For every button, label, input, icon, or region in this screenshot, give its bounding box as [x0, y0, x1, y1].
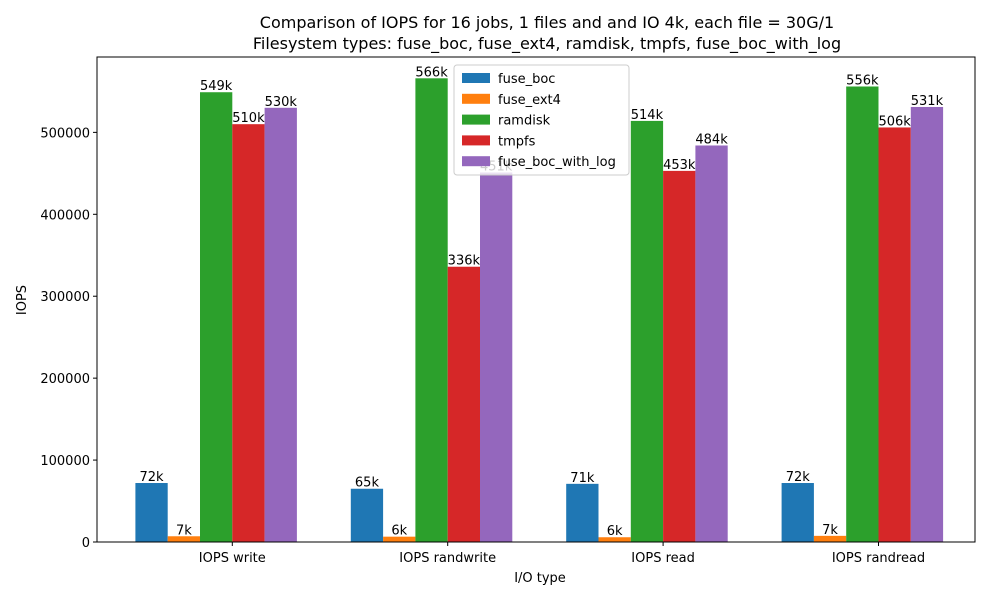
plot-area-frame: [96, 56, 976, 543]
data-label: 453k: [663, 158, 696, 173]
y-tick-label: 100000: [40, 454, 90, 469]
legend-label-fuse_ext4: fuse_ext4: [498, 93, 561, 108]
data-label: 566k: [415, 65, 448, 80]
data-label: 6k: [391, 524, 407, 539]
data-label: 72k: [786, 470, 811, 485]
bar-fuse_boc-2: [566, 483, 599, 542]
bar-tmpfs-0: [232, 124, 265, 543]
chart-title: Comparison of IOPS for 16 jobs, 1 files …: [260, 13, 834, 32]
legend-swatch-fuse_ext4: [462, 93, 490, 104]
bar-fuse_ext4-1: [383, 536, 416, 542]
x-axis-label: I/O type: [514, 571, 566, 586]
data-label: 71k: [570, 471, 595, 486]
data-label: 7k: [176, 523, 192, 538]
legend-box: [453, 64, 630, 176]
bar-tmpfs-2: [663, 170, 696, 542]
y-tick-label: 400000: [40, 208, 90, 223]
data-label: 484k: [695, 132, 728, 147]
bar-ramdisk-0: [200, 92, 233, 543]
y-tick-label: 200000: [40, 372, 90, 387]
bars-layer: [135, 78, 944, 543]
data-label: 510k: [232, 111, 265, 126]
data-label: 7k: [822, 523, 838, 538]
data-label: 531k: [911, 94, 944, 109]
legend-swatch-fuse_boc_with_log: [462, 156, 490, 167]
y-tick-layer: 0 100000 200000 300000 400000 500000: [40, 126, 97, 551]
data-label: 549k: [200, 79, 233, 94]
y-axis-label: IOPS: [15, 285, 30, 315]
x-tick-label: IOPS randwrite: [399, 551, 496, 566]
data-label: 556k: [846, 73, 879, 88]
data-label: 65k: [355, 476, 380, 491]
legend-swatch-fuse_boc: [462, 73, 490, 83]
bar-fuse_ext4-0: [167, 536, 200, 542]
bar-tmpfs-3: [878, 127, 911, 542]
bar-fuse_boc-1: [350, 488, 384, 542]
legend-label-fuse_boc: fuse_boc: [498, 72, 555, 87]
legend-label-fuse_boc_with_log: fuse_boc_with_log: [498, 155, 616, 170]
data-label: 336k: [448, 254, 481, 269]
x-tick-label: IOPS read: [631, 551, 695, 566]
legend-label-ramdisk: ramdisk: [498, 114, 551, 129]
legend-swatch-ramdisk: [462, 114, 490, 125]
bar-fuse_boc-0: [135, 483, 168, 542]
legend-swatch-tmpfs: [462, 135, 490, 146]
data-label: 530k: [265, 95, 298, 110]
bar-ramdisk-1: [415, 78, 448, 543]
chart-subtitle: Filesystem types: fuse_boc, fuse_ext4, r…: [253, 34, 841, 54]
data-labels-layer: 72k7k549k510k530k65k6k566k336k451k71k6k5…: [140, 65, 944, 539]
bar-fuse_ext4-2: [598, 537, 631, 542]
bar-tmpfs-1: [447, 266, 480, 542]
y-tick-label: 300000: [40, 290, 90, 305]
data-label: 514k: [631, 108, 664, 123]
bar-ramdisk-2: [630, 120, 664, 542]
x-tick-label: IOPS randread: [832, 551, 925, 566]
legend-label-tmpfs: tmpfs: [498, 134, 536, 149]
y-tick-label: 500000: [40, 126, 90, 141]
bar-fuse_ext4-3: [813, 535, 847, 542]
bar-fuse_boc_with_log-1: [480, 172, 513, 542]
bar-fuse_boc_with_log-3: [910, 106, 944, 542]
data-label: 506k: [878, 114, 911, 129]
y-tick-label: 0: [82, 536, 90, 551]
bar-fuse_boc-3: [781, 483, 814, 542]
x-tick-label: IOPS write: [199, 551, 266, 566]
data-label: 6k: [607, 524, 623, 539]
x-tick-layer: IOPS write IOPS randwrite IOPS read IOPS ra…: [199, 542, 925, 566]
bar-fuse_boc_with_log-2: [695, 145, 728, 542]
data-label: 72k: [140, 470, 165, 485]
bar-ramdisk-3: [846, 86, 879, 543]
bar-fuse_boc_with_log-0: [264, 107, 297, 543]
